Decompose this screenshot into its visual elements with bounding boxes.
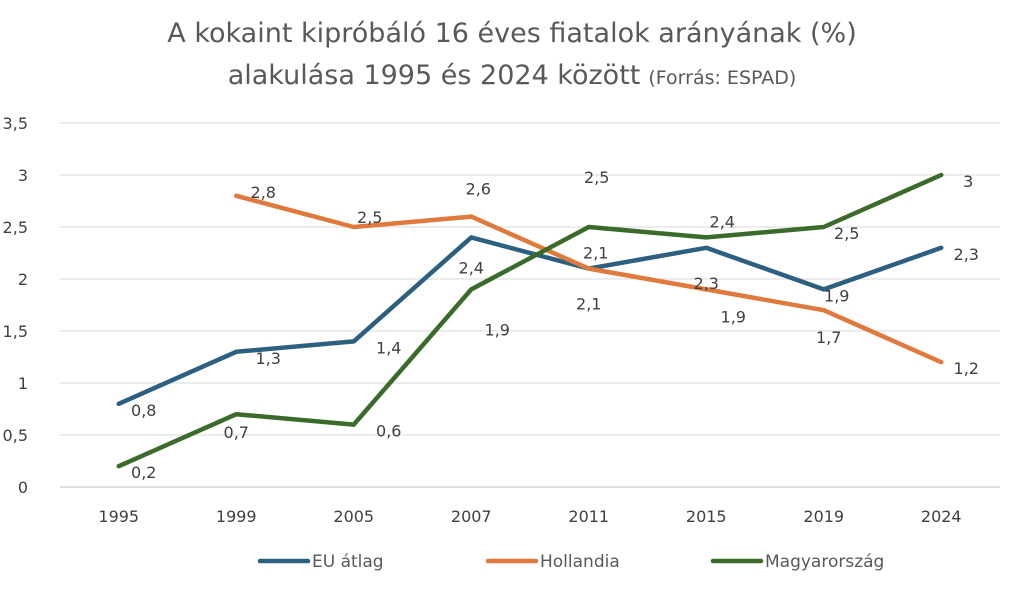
data-label: 2,3: [954, 245, 979, 264]
y-tick-label: 3: [18, 166, 28, 185]
data-label: 2,5: [584, 168, 609, 187]
y-tick-label: 2: [18, 270, 28, 289]
data-label: 2,5: [357, 208, 382, 227]
data-label: 0,6: [376, 422, 401, 441]
data-label: 1,9: [824, 286, 849, 305]
x-tick-label: 2015: [686, 507, 727, 526]
data-label: 2,6: [466, 180, 491, 199]
data-label: 2,4: [459, 258, 484, 277]
y-axis-ticks: 0 0,5 1 1,5 2 2,5 3 3,5: [3, 114, 28, 497]
data-label: 0,7: [224, 423, 249, 442]
data-label: 0,8: [131, 401, 156, 420]
legend-item: Magyarország: [710, 552, 884, 572]
data-label: 1,9: [721, 307, 746, 326]
series-line-2: [234, 193, 944, 365]
data-label: 2,4: [710, 212, 735, 231]
chart-title-line2-main: alakulása 1995 és 2024 között: [228, 60, 641, 91]
legend-label: Hollandia: [540, 552, 620, 572]
series-line-1: [116, 235, 944, 407]
y-tick-label: 0: [18, 478, 28, 497]
data-label: 1,4: [376, 338, 401, 357]
x-tick-label: 2019: [803, 507, 844, 526]
data-label: 1,2: [954, 359, 979, 378]
chart-title-line1: A kokaint kipróbáló 16 éves fiatalok ará…: [167, 18, 856, 49]
x-tick-label: 1995: [98, 507, 139, 526]
data-label: 3: [963, 172, 973, 191]
data-label: 2,1: [576, 295, 601, 314]
x-tick-label: 2005: [333, 507, 374, 526]
y-tick-label: 0,5: [3, 426, 28, 445]
data-label: 2,1: [583, 244, 608, 263]
series-lines: [116, 172, 944, 469]
chart-title-source: (Forrás: ESPAD): [648, 67, 796, 89]
data-label: 2,5: [834, 224, 859, 243]
x-tick-label: 2024: [921, 507, 962, 526]
series-line-3: [116, 172, 944, 469]
legend-item: Hollandia: [485, 552, 620, 572]
y-tick-label: 3,5: [3, 114, 28, 133]
legend: EU átlag Hollandia Magyarország: [257, 552, 884, 572]
data-label: 1,3: [256, 349, 281, 368]
data-labels: 0,81,31,42,42,12,31,92,32,82,52,62,11,91…: [131, 168, 979, 482]
y-tick-label: 1: [18, 374, 28, 393]
data-label: 2,3: [694, 274, 719, 293]
legend-label: Magyarország: [765, 552, 884, 572]
chart-title-line2: alakulása 1995 és 2024 között (Forrás: ES…: [228, 60, 797, 91]
data-label: 1,9: [485, 320, 510, 339]
data-label: 2,8: [251, 183, 276, 202]
y-tick-label: 2,5: [3, 218, 28, 237]
data-label: 1,7: [816, 328, 841, 347]
y-tick-label: 1,5: [3, 322, 28, 341]
legend-label: EU átlag: [312, 552, 384, 572]
x-axis-ticks: 1995 1999 2005 2007 2011 2015 2019 2024: [98, 507, 961, 526]
x-tick-label: 1999: [216, 507, 257, 526]
x-tick-label: 2007: [451, 507, 492, 526]
data-label: 0,2: [131, 463, 156, 482]
x-tick-label: 2011: [568, 507, 609, 526]
legend-item: EU átlag: [257, 552, 384, 572]
gridlines: [60, 122, 1000, 488]
